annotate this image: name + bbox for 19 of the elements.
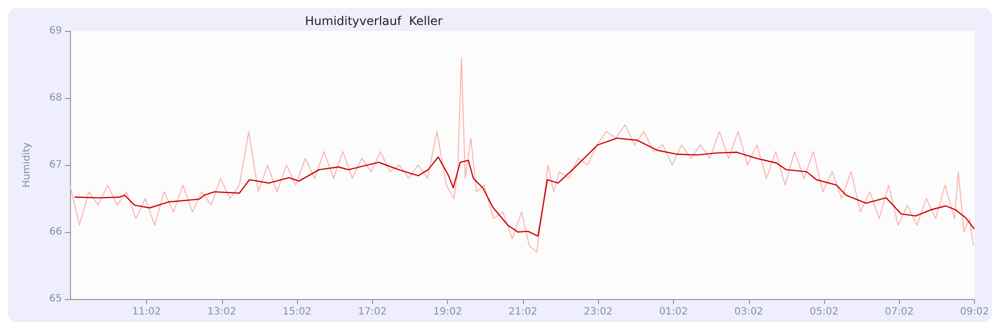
chart-title: Humidityverlauf Keller	[305, 14, 443, 28]
y-tick-label: 68	[49, 92, 62, 104]
x-tick-label: 11:02	[132, 306, 161, 318]
x-tick-label: 07:02	[884, 306, 914, 318]
y-tick-label: 66	[49, 226, 62, 238]
x-tick-label: 21:02	[508, 306, 538, 318]
x-tick-label: 17:02	[358, 306, 387, 318]
y-tick-label: 65	[49, 294, 62, 304]
y-tick-label: 67	[49, 160, 62, 170]
x-tick-label: 05:02	[810, 306, 838, 318]
x-tick-label: 01:02	[659, 306, 688, 318]
x-tick-label: 09:02	[960, 306, 990, 318]
x-tick-label: 19:02	[433, 306, 462, 318]
y-axis-title: Humidity	[22, 142, 32, 188]
x-tick-label: 23:02	[584, 306, 613, 318]
x-tick-label: 13:02	[207, 306, 236, 318]
y-tick-label: 69	[49, 26, 62, 36]
x-tick-label: 15:02	[282, 306, 312, 318]
x-tick-label: 03:02	[734, 306, 764, 318]
